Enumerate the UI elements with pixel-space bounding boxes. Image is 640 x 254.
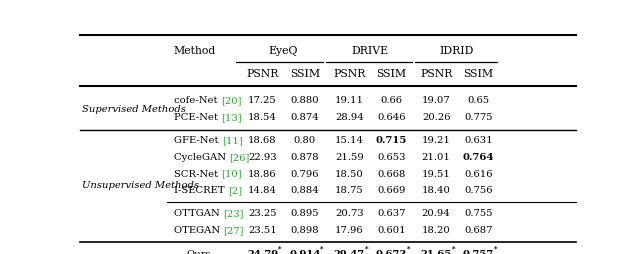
Text: 0.637: 0.637 (377, 210, 406, 218)
Text: *: * (278, 244, 282, 252)
Text: 14.84: 14.84 (248, 186, 277, 195)
Text: EyeQ: EyeQ (269, 46, 298, 56)
Text: 0.668: 0.668 (378, 170, 406, 179)
Text: 0.687: 0.687 (464, 227, 493, 235)
Text: 29.47: 29.47 (334, 250, 365, 254)
Text: 17.96: 17.96 (335, 227, 364, 235)
Text: 0.80: 0.80 (294, 136, 316, 146)
Text: DRIVE: DRIVE (351, 46, 388, 56)
Text: 0.673: 0.673 (376, 250, 407, 254)
Text: 17.25: 17.25 (248, 96, 277, 105)
Text: 0.895: 0.895 (291, 210, 319, 218)
Text: 15.14: 15.14 (335, 136, 364, 146)
Text: 0.616: 0.616 (464, 170, 493, 179)
Text: Ours: Ours (187, 250, 211, 254)
Text: 22.93: 22.93 (248, 153, 277, 162)
Text: CycleGAN: CycleGAN (174, 153, 229, 162)
Text: 0.66: 0.66 (381, 96, 403, 105)
Text: 21.65: 21.65 (420, 250, 452, 254)
Text: PSNR: PSNR (246, 69, 278, 78)
Text: PSNR: PSNR (420, 69, 452, 78)
Text: 20.73: 20.73 (335, 210, 364, 218)
Text: *: * (407, 244, 411, 252)
Text: [20]: [20] (221, 96, 241, 105)
Text: 0.775: 0.775 (464, 113, 493, 122)
Text: 0.646: 0.646 (377, 113, 406, 122)
Text: 24.79: 24.79 (247, 250, 278, 254)
Text: 0.715: 0.715 (376, 136, 407, 146)
Text: 0.601: 0.601 (377, 227, 406, 235)
Text: 19.11: 19.11 (335, 96, 364, 105)
Text: 20.94: 20.94 (422, 210, 451, 218)
Text: PSNR: PSNR (333, 69, 365, 78)
Text: [23]: [23] (223, 210, 244, 218)
Text: [10]: [10] (221, 170, 242, 179)
Text: 28.94: 28.94 (335, 113, 364, 122)
Text: PCE-Net: PCE-Net (174, 113, 221, 122)
Text: 18.68: 18.68 (248, 136, 277, 146)
Text: Supervised Methods: Supervised Methods (83, 105, 186, 114)
Text: 0.796: 0.796 (291, 170, 319, 179)
Text: [27]: [27] (223, 227, 244, 235)
Text: SSIM: SSIM (290, 69, 320, 78)
Text: *: * (452, 244, 456, 252)
Text: Unsupervised Methods: Unsupervised Methods (83, 181, 200, 190)
Text: Method: Method (173, 46, 215, 56)
Text: 0.914: 0.914 (289, 250, 321, 254)
Text: 0.880: 0.880 (291, 96, 319, 105)
Text: 19.51: 19.51 (422, 170, 451, 179)
Text: 0.65: 0.65 (467, 96, 490, 105)
Text: 18.54: 18.54 (248, 113, 277, 122)
Text: 0.898: 0.898 (291, 227, 319, 235)
Text: [26]: [26] (229, 153, 250, 162)
Text: 0.757: 0.757 (463, 250, 494, 254)
Text: 0.884: 0.884 (291, 186, 319, 195)
Text: 18.86: 18.86 (248, 170, 277, 179)
Text: OTTGAN: OTTGAN (174, 210, 223, 218)
Text: 18.75: 18.75 (335, 186, 364, 195)
Text: OTEGAN: OTEGAN (174, 227, 223, 235)
Text: 18.50: 18.50 (335, 170, 364, 179)
Text: 0.764: 0.764 (463, 153, 494, 162)
Text: [2]: [2] (228, 186, 242, 195)
Text: SSIM: SSIM (376, 69, 406, 78)
Text: 0.653: 0.653 (377, 153, 406, 162)
Text: SCR-Net: SCR-Net (174, 170, 221, 179)
Text: 23.51: 23.51 (248, 227, 277, 235)
Text: 0.878: 0.878 (291, 153, 319, 162)
Text: 0.755: 0.755 (464, 210, 493, 218)
Text: 19.07: 19.07 (422, 96, 451, 105)
Text: IDRID: IDRID (440, 46, 474, 56)
Text: *: * (494, 244, 497, 252)
Text: 0.669: 0.669 (378, 186, 406, 195)
Text: 19.21: 19.21 (422, 136, 451, 146)
Text: 0.756: 0.756 (464, 186, 493, 195)
Text: 0.631: 0.631 (464, 136, 493, 146)
Text: 18.40: 18.40 (422, 186, 451, 195)
Text: *: * (321, 244, 324, 252)
Text: 18.20: 18.20 (422, 227, 451, 235)
Text: 23.25: 23.25 (248, 210, 277, 218)
Text: I-SECRET: I-SECRET (174, 186, 228, 195)
Text: 20.26: 20.26 (422, 113, 451, 122)
Text: *: * (365, 244, 369, 252)
Text: [13]: [13] (221, 113, 242, 122)
Text: SSIM: SSIM (463, 69, 493, 78)
Text: 21.01: 21.01 (422, 153, 451, 162)
Text: GFE-Net: GFE-Net (174, 136, 222, 146)
Text: 21.59: 21.59 (335, 153, 364, 162)
Text: [11]: [11] (222, 136, 243, 146)
Text: cofe-Net: cofe-Net (174, 96, 221, 105)
Text: 0.874: 0.874 (291, 113, 319, 122)
